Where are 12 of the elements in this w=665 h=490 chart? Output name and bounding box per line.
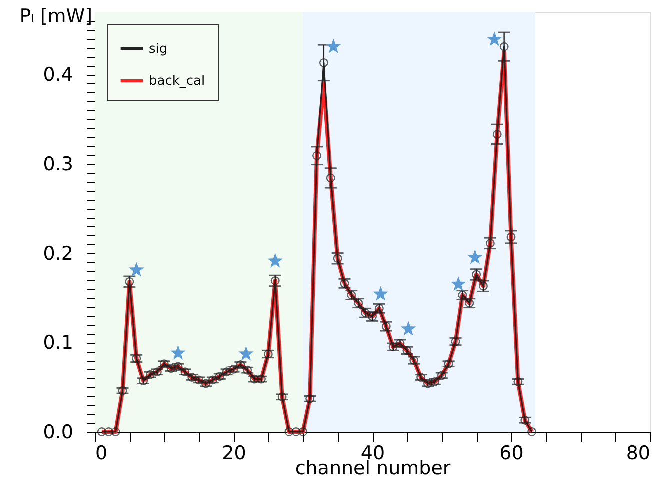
x-tick-label: 80 xyxy=(626,442,650,464)
x-tick-label: 60 xyxy=(500,442,524,464)
y-tick-label: 0.2 xyxy=(43,242,74,265)
legend-label: sig xyxy=(149,42,168,57)
y-tick-label: 0.0 xyxy=(43,422,74,444)
y-tick-label: 0.4 xyxy=(43,64,74,86)
legend-label: back_cal xyxy=(149,74,206,89)
y-tick-label: 0.3 xyxy=(43,153,74,176)
y-tick-label: 0.1 xyxy=(43,332,74,354)
x-tick-label: 20 xyxy=(222,442,246,464)
y-axis-title: Pₗ [mW] xyxy=(20,6,92,28)
x-tick-label: 0 xyxy=(96,442,108,464)
